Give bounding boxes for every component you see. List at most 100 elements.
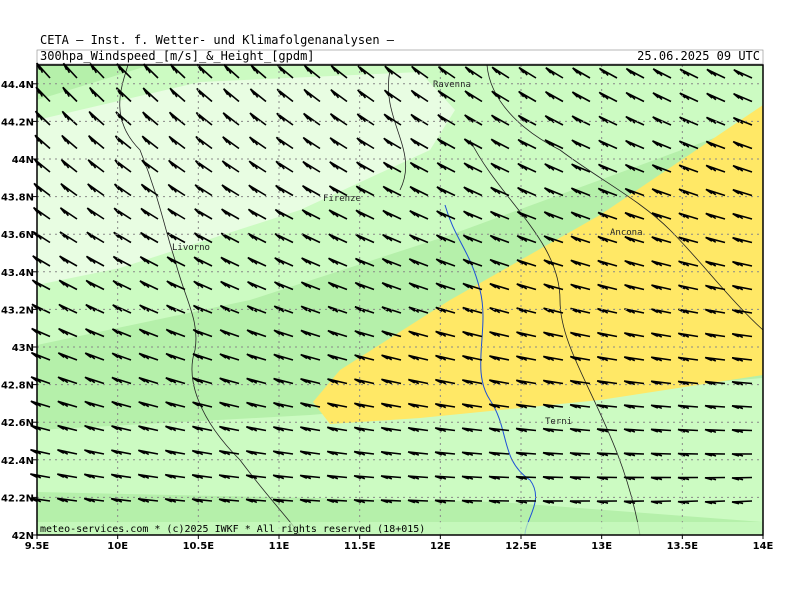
wind-barb [462, 234, 483, 244]
wind-barb [489, 331, 510, 338]
wind-barb [569, 355, 591, 362]
wind-barb [515, 427, 537, 433]
wind-barb [380, 426, 402, 433]
wind-barb [111, 376, 132, 385]
wind-barb [110, 497, 132, 503]
wind-barb [87, 135, 105, 150]
wind-barb [113, 183, 132, 197]
wind-barb [732, 140, 753, 150]
wind-barb [732, 260, 753, 267]
wind-barb [62, 86, 78, 103]
footer: meteo-services.com * (c)2025 IWKF * All … [40, 524, 425, 535]
x-tick-label: 10E [107, 541, 128, 552]
wind-barb [488, 499, 510, 504]
wind-barb [111, 449, 132, 456]
wind-barb [489, 234, 510, 244]
wind-barb [407, 426, 429, 433]
wind-barb [301, 184, 321, 197]
wind-barb [141, 159, 159, 173]
wind-barb [650, 356, 672, 362]
wind-barb [732, 212, 753, 220]
wind-barb [623, 476, 645, 481]
wind-barb [143, 63, 159, 79]
wind-barb [140, 231, 159, 244]
wind-barb [569, 428, 591, 433]
wind-barb [410, 137, 429, 150]
wind-barb [650, 476, 672, 481]
wind-barb [569, 403, 591, 409]
wind-barb [461, 475, 483, 480]
wind-barb [489, 210, 510, 220]
wind-barb [166, 304, 186, 314]
wind-barb [407, 451, 429, 456]
wind-barb [731, 429, 753, 434]
wind-barb [542, 427, 564, 433]
wind-barb [353, 499, 375, 504]
wind-barb [623, 332, 645, 338]
wind-barb [461, 451, 483, 457]
wind-barb [113, 231, 132, 244]
wind-barb [275, 184, 294, 197]
wind-barb [275, 160, 294, 173]
wind-barb [542, 500, 564, 504]
wind-barb [58, 303, 78, 314]
y-tick-label: 43N [12, 343, 34, 354]
wind-barb [624, 259, 645, 267]
wind-barb [435, 234, 456, 244]
wind-barb [570, 283, 591, 291]
wind-barb [218, 449, 240, 456]
wind-barb [194, 208, 213, 220]
wind-barb [598, 115, 618, 126]
wind-barb [597, 187, 618, 197]
wind-barb [272, 426, 294, 432]
wind-barb [569, 500, 591, 504]
zone-lightest [37, 72, 455, 285]
wind-barb [114, 159, 132, 173]
footer-band [37, 522, 763, 535]
wind-barb [623, 500, 645, 505]
wind-barb [326, 426, 348, 432]
zone-yellow [313, 105, 763, 424]
wind-barb [678, 212, 699, 220]
wind-barb [221, 208, 240, 220]
wind-barb [411, 65, 429, 79]
wind-barb [382, 185, 402, 197]
wind-barb [35, 86, 51, 103]
wind-barb [141, 135, 159, 150]
wind-barb [326, 450, 348, 456]
wind-barb [300, 353, 321, 361]
wind-barb [488, 427, 510, 433]
wind-barb [354, 378, 375, 385]
wind-barb [679, 92, 699, 103]
wind-barb [409, 234, 429, 244]
wind-barb [518, 66, 537, 79]
map-area: Ravenna Firenze Livorno Ancona Terni [29, 62, 764, 536]
wind-barb [220, 280, 240, 291]
wind-barb [678, 236, 699, 244]
wind-barb [731, 380, 753, 386]
wind-barb [164, 473, 186, 480]
wind-barb [357, 89, 375, 103]
wind-barb [461, 403, 483, 409]
wind-barb [488, 451, 510, 457]
wind-barb [381, 330, 402, 338]
wind-barb [515, 451, 537, 457]
city-label: Firenze [323, 194, 361, 204]
wind-barb [463, 186, 483, 197]
wind-barb [731, 308, 753, 315]
wind-barb [704, 404, 726, 410]
wind-barb [650, 452, 672, 457]
wind-barb [491, 66, 510, 79]
wind-barb [168, 159, 186, 173]
wind-barb [543, 259, 564, 267]
wind-barb [113, 207, 132, 220]
wind-barb [705, 284, 726, 291]
wind-barb [57, 352, 78, 361]
wind-barb [247, 232, 267, 244]
wind-barb [704, 380, 726, 386]
wind-barb [276, 88, 294, 103]
wind-barb [651, 260, 672, 267]
wind-barb [85, 303, 105, 314]
wind-barb [60, 158, 78, 173]
wind-barb [110, 473, 132, 479]
